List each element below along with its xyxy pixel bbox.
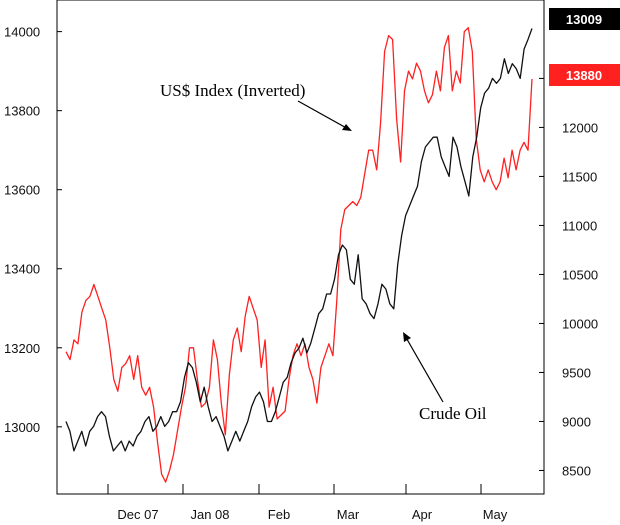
right-tick-label: 11500 — [562, 169, 597, 184]
right-tick-label: 10500 — [562, 267, 598, 282]
value-badges: 13880 13009 — [549, 8, 620, 86]
x-tick-label: Mar — [337, 507, 360, 522]
plot-frame — [56, 0, 545, 495]
annotation-usd-label: US$ Index (Inverted) — [160, 81, 305, 100]
right-tick-label: 11000 — [562, 218, 597, 233]
x-tick-label: Feb — [268, 507, 290, 522]
left-tick-label: 13600 — [4, 183, 40, 198]
left-tick-label: 13000 — [4, 420, 40, 435]
x-tick-label: May — [483, 507, 508, 522]
series-layer — [65, 27, 533, 483]
last-value-text: 13880 — [566, 68, 602, 83]
crude-oil-line — [65, 28, 533, 452]
x-tick-label: Apr — [412, 507, 433, 522]
right-axis: 8500900095001000010500110001150012000125… — [539, 71, 598, 478]
left-tick-label: 13200 — [4, 341, 40, 356]
x-tick-label: Jan 08 — [190, 507, 229, 522]
right-tick-label: 9500 — [562, 365, 591, 380]
x-tick-label: Dec 07 — [117, 507, 158, 522]
last-value-text: 13009 — [566, 12, 602, 27]
annotation-usd-arrow — [297, 100, 351, 131]
annotation-crude-arrow — [403, 333, 444, 403]
left-tick-label: 13800 — [4, 104, 40, 119]
annotation-usd-arrowhead — [342, 124, 352, 131]
right-tick-label: 9000 — [562, 414, 591, 429]
left-tick-label: 14000 — [4, 25, 40, 40]
x-axis: Dec 07 Jan 08 Feb Mar Apr May — [107, 484, 508, 522]
left-tick-label: 13400 — [4, 262, 40, 277]
left-axis: 13000 13200 13400 13600 13800 14000 — [4, 25, 62, 435]
right-tick-label: 8500 — [562, 463, 591, 478]
crude-last-value-badge — [549, 8, 620, 30]
usd-index-line — [65, 27, 533, 483]
usd-last-value-badge — [549, 64, 620, 86]
right-tick-label: 12000 — [562, 120, 598, 135]
annotations: US$ Index (Inverted) Crude Oil — [160, 81, 487, 423]
annotation-crude-arrowhead — [403, 332, 411, 342]
right-tick-label: 10000 — [562, 316, 598, 331]
annotation-crude-label: Crude Oil — [419, 404, 487, 423]
